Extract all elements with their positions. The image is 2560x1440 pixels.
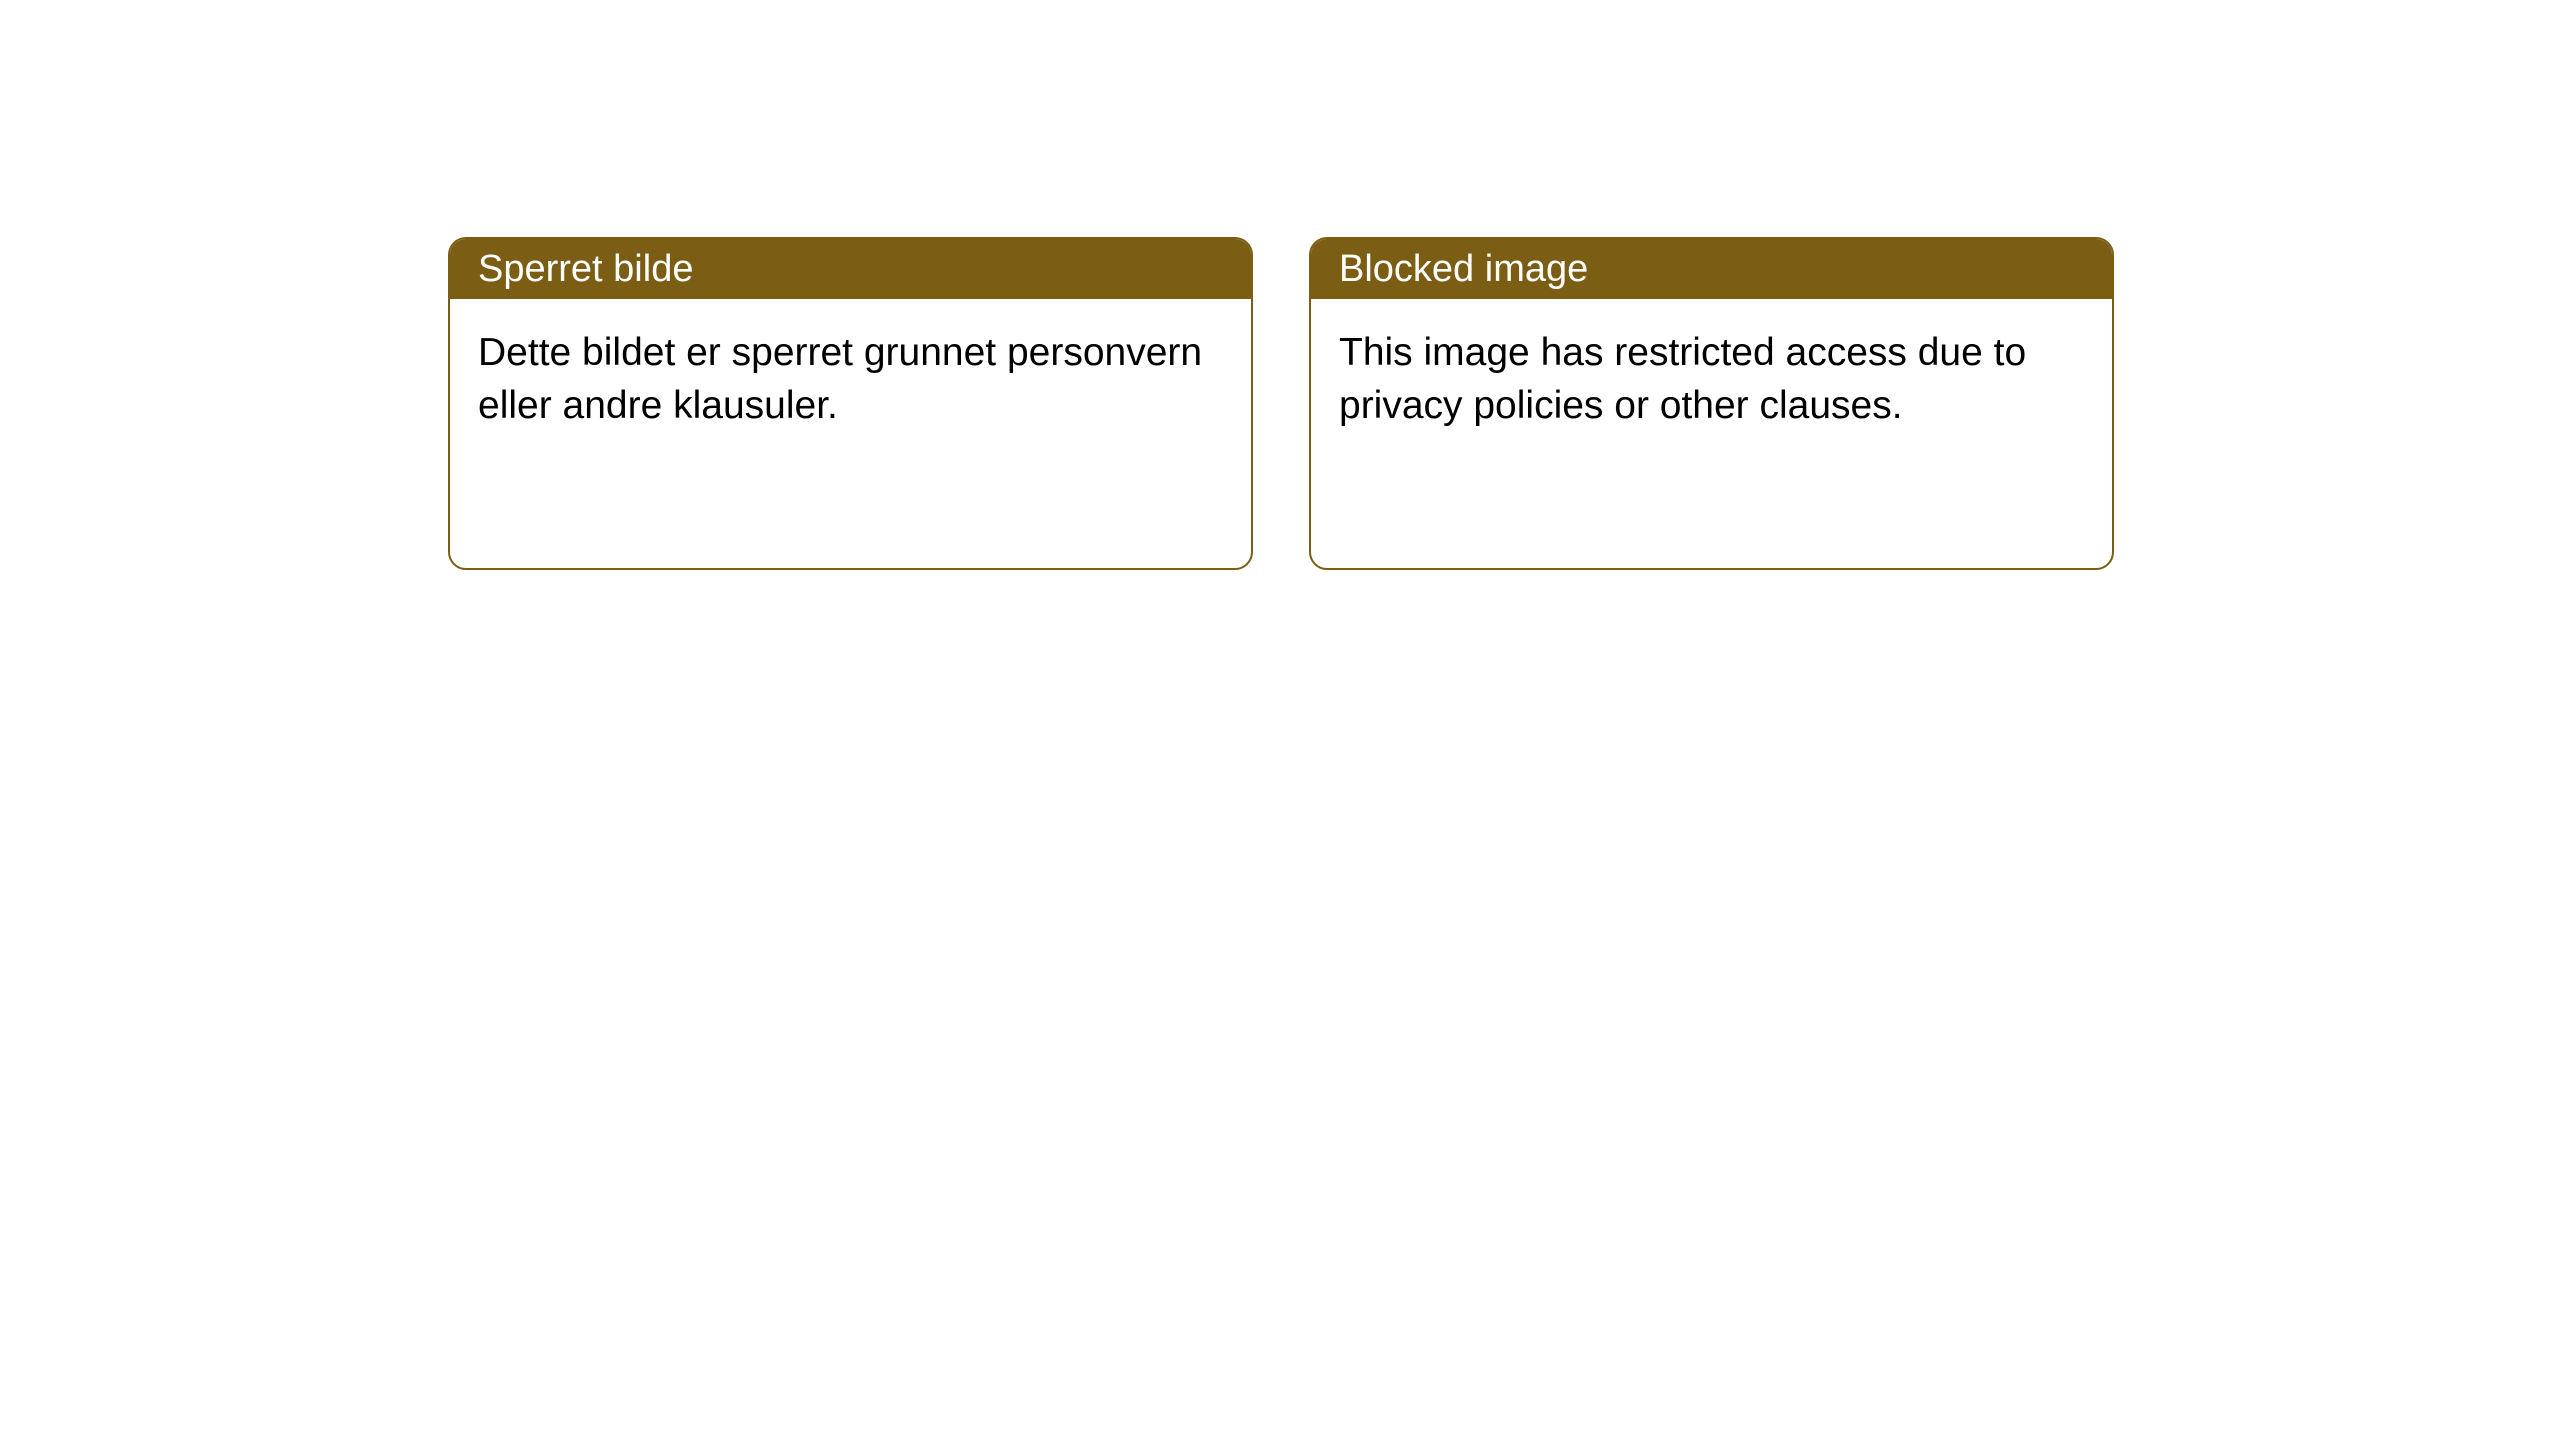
notice-header-en: Blocked image <box>1311 239 2112 299</box>
notice-body-no: Dette bildet er sperret grunnet personve… <box>450 299 1251 460</box>
notice-card-no: Sperret bilde Dette bildet er sperret gr… <box>448 237 1253 570</box>
notice-container: Sperret bilde Dette bildet er sperret gr… <box>0 0 2560 570</box>
notice-header-no: Sperret bilde <box>450 239 1251 299</box>
notice-card-en: Blocked image This image has restricted … <box>1309 237 2114 570</box>
notice-body-en: This image has restricted access due to … <box>1311 299 2112 460</box>
